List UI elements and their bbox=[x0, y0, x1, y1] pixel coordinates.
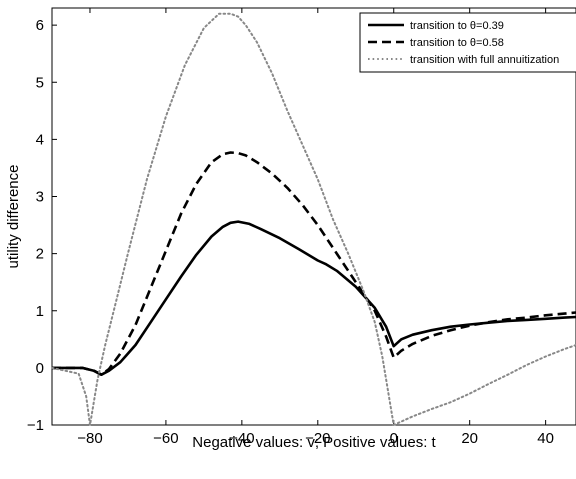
y-tick-label: 4 bbox=[36, 131, 44, 148]
x-axis-label: Negative values: v; Positive values: t bbox=[192, 434, 436, 451]
legend-label-0: transition to θ=0.39 bbox=[410, 20, 504, 32]
x-tick-label: 20 bbox=[461, 430, 478, 447]
x-tick-label: −40 bbox=[229, 430, 254, 447]
series-line-0 bbox=[52, 220, 576, 376]
legend-label-2: transition with full annuitization bbox=[410, 54, 559, 66]
plot-frame bbox=[51, 7, 576, 426]
axis-ticks: −80 −60 −40 −20 0 20 40 −1 0 1 2 3 4 5 6 bbox=[27, 8, 554, 447]
x-tick-label: −20 bbox=[305, 430, 330, 447]
series-line-1 bbox=[52, 151, 576, 376]
y-tick-label: −1 bbox=[27, 417, 44, 434]
x-tick-label: −80 bbox=[77, 430, 102, 447]
x-tick-label: −60 bbox=[153, 430, 178, 447]
plot-area bbox=[51, 7, 576, 426]
series-layer bbox=[51, 12, 576, 426]
x-tick-label: 0 bbox=[390, 430, 398, 447]
legend: transition to θ=0.39 transition to θ=0.58… bbox=[359, 12, 576, 73]
y-axis-label: utility difference bbox=[5, 165, 22, 269]
legend-label-1: transition to θ=0.58 bbox=[410, 37, 504, 49]
y-tick-label: 1 bbox=[36, 303, 44, 320]
y-tick-label: 5 bbox=[36, 74, 44, 91]
series-line-2 bbox=[51, 12, 576, 426]
y-tick-label: 6 bbox=[36, 17, 44, 34]
y-tick-label: 0 bbox=[36, 360, 44, 377]
y-tick-label: 3 bbox=[36, 189, 44, 206]
x-tick-label: 40 bbox=[537, 430, 554, 447]
y-tick-label: 2 bbox=[36, 246, 44, 263]
